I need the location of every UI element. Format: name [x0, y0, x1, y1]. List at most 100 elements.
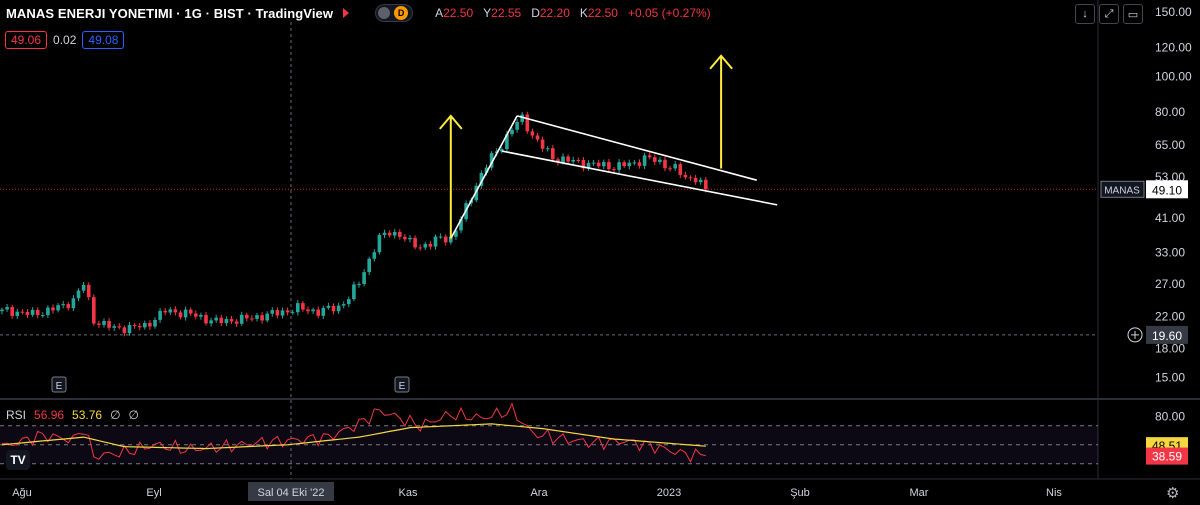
sell-price-button[interactable]: 49.06: [5, 31, 48, 49]
candle-body: [117, 326, 122, 328]
time-tick-label: Ara: [530, 487, 548, 499]
candle-body: [540, 139, 545, 149]
candle-body: [347, 299, 351, 305]
price-tick-label: 120.00: [1155, 41, 1192, 55]
candle-body: [163, 310, 167, 313]
candle-body: [683, 174, 688, 178]
buy-price-button[interactable]: 49.08: [82, 31, 125, 49]
candle-body: [204, 314, 208, 324]
rsi-last-value: 38.59: [1152, 450, 1182, 464]
earnings-marker-1-label: E: [56, 381, 63, 392]
download-icon[interactable]: ↓: [1075, 4, 1095, 24]
candle-body: [489, 153, 494, 168]
candle-body: [234, 321, 239, 324]
flag-lower-line: [501, 150, 778, 206]
rsi-value: 56.96: [34, 408, 65, 422]
candle-body: [86, 284, 91, 298]
candle-body: [10, 307, 14, 317]
spread-value: 0.02: [53, 33, 77, 47]
candle-body: [219, 317, 224, 324]
candle-body: [357, 284, 361, 286]
rsi-tick-label: 80.00: [1155, 409, 1185, 423]
candle-body: [148, 323, 152, 327]
candle-body: [647, 155, 652, 158]
candle-body: [122, 327, 127, 334]
candle-body: [239, 314, 244, 324]
candle-body: [566, 156, 570, 162]
ohlc-open: A22.50: [435, 6, 474, 20]
candle-body: [515, 121, 519, 130]
rsi-last-box: [1146, 447, 1188, 465]
symbol-title[interactable]: MANAS ENERJI YONETIMI · 1G · BIST · Trad…: [6, 5, 334, 21]
candle-body: [173, 309, 178, 313]
crosshair-date-label: Sal 04 Eki '22: [258, 487, 325, 499]
price-tick-label: 80.00: [1155, 105, 1185, 119]
time-tick-label: Ağu: [12, 487, 32, 499]
candle-body: [525, 114, 530, 132]
candle-body: [275, 310, 280, 316]
crosshair-date-box: [248, 482, 334, 501]
price-tick-label: 65.00: [1155, 138, 1185, 152]
candle-body: [561, 156, 565, 163]
candle-body: [551, 148, 555, 160]
candle-body: [285, 310, 290, 313]
candle-body: [673, 164, 677, 169]
gear-icon[interactable]: ⚙: [1166, 485, 1180, 502]
candle-body: [520, 114, 524, 122]
time-tick-label: Nis: [1046, 487, 1062, 499]
candle-body: [617, 162, 621, 170]
candle-body: [607, 162, 611, 170]
expand-icon[interactable]: ⤢: [1099, 4, 1119, 24]
chart-toolbar: ↓ ⤢ ▭: [1075, 4, 1143, 24]
data-mode-toggle[interactable]: D: [375, 4, 414, 22]
time-tick-label: Kas: [399, 487, 418, 499]
target-arrow-head: [439, 114, 463, 130]
candle-body: [61, 304, 65, 306]
candle-body: [143, 323, 147, 328]
candle-body: [535, 135, 540, 140]
candle-body: [316, 309, 320, 316]
last-price-value: 49.10: [1152, 183, 1182, 197]
add-alert-icon: [1127, 327, 1143, 343]
candle-body: [586, 162, 591, 169]
time-tick-label: Şub: [790, 487, 810, 499]
candle-body: [214, 317, 218, 321]
candles-group: [0, 111, 708, 337]
candle-body: [398, 231, 402, 237]
rsi-extra-1: ∅: [110, 408, 121, 422]
candle-body: [382, 232, 387, 235]
candle-body: [245, 314, 249, 319]
fullscreen-icon[interactable]: ▭: [1123, 4, 1143, 24]
candle-body: [602, 162, 606, 167]
time-tick-label: Eyl: [146, 487, 161, 499]
candle-body: [168, 309, 173, 313]
candle-body: [658, 159, 662, 162]
candle-body: [209, 320, 213, 324]
candle-body: [0, 309, 4, 312]
candle-body: [408, 237, 412, 240]
price-tick-label: 100.00: [1155, 70, 1192, 84]
time-tick-label: 2023: [657, 487, 681, 499]
candle-body: [336, 305, 341, 312]
rsi-ma-line: [1, 423, 706, 450]
rsi-line: [1, 402, 706, 463]
candle-body: [260, 315, 264, 321]
price-tick-label: 22.00: [1155, 310, 1185, 324]
flag-icon[interactable]: [343, 8, 350, 18]
candle-body: [107, 321, 111, 328]
time-tick-label: Mar: [910, 487, 929, 499]
flag-upper-line: [516, 115, 758, 181]
ohlc-change: +0.05 (+0.27%): [627, 6, 711, 20]
price-tick-label: 150.00: [1155, 5, 1192, 19]
rsi-label[interactable]: RSI: [6, 408, 27, 422]
candle-body: [81, 284, 86, 291]
candle-body: [250, 318, 254, 320]
candle-body: [229, 318, 234, 322]
tradingview-logo[interactable]: TV: [6, 450, 30, 470]
price-tick-label: 15.00: [1155, 370, 1185, 384]
candle-body: [423, 243, 428, 248]
candle-body: [71, 298, 76, 309]
candle-body: [612, 169, 616, 171]
candle-body: [326, 305, 331, 308]
